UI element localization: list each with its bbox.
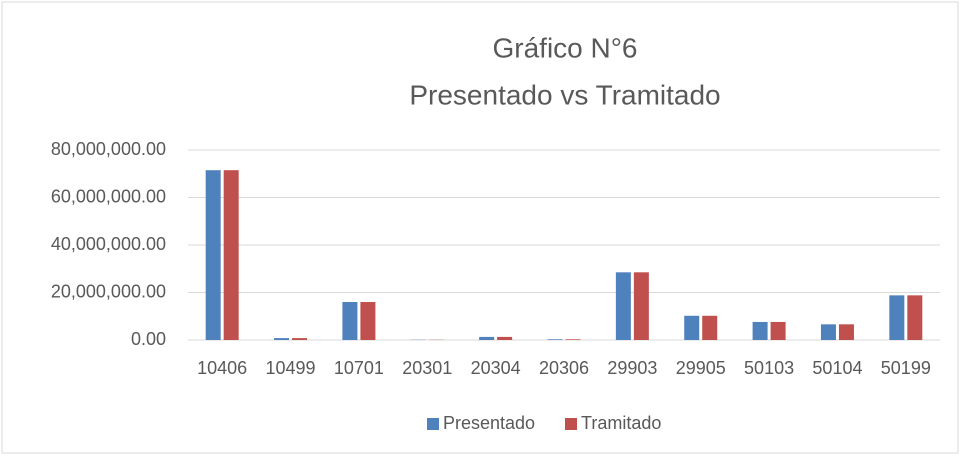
x-tick-label: 29905 [676,358,726,378]
bar [205,170,221,340]
bar [292,338,308,340]
x-tick-label: 50199 [881,358,931,378]
bar [565,339,581,340]
bar [615,272,631,340]
bar [633,272,649,340]
x-tick-label: 10406 [197,358,247,378]
y-tick-label: 40,000,000.00 [51,234,166,254]
y-tick-label: 60,000,000.00 [51,186,166,206]
bar [752,321,768,340]
bar [889,295,905,340]
bar [360,302,376,340]
x-tick-label: 20306 [539,358,589,378]
x-tick-label: 29903 [607,358,657,378]
bar [342,302,358,340]
bar [479,336,495,340]
legend-label: Presentado [443,413,535,433]
x-tick-label: 20301 [402,358,452,378]
x-tick-label: 10499 [266,358,316,378]
legend-label: Tramitado [581,413,661,433]
bar [907,295,923,340]
bar [274,338,290,340]
chart-title: Gráfico N°6 [492,32,637,63]
legend-swatch [565,418,577,430]
x-tick-label: 20304 [471,358,521,378]
bar [702,315,718,340]
legend-swatch [427,418,439,430]
x-tick-label: 50103 [744,358,794,378]
y-tick-label: 20,000,000.00 [51,281,166,301]
y-tick-label: 0.00 [131,329,166,349]
bar [838,324,854,340]
x-tick-label: 10701 [334,358,384,378]
bar [820,324,836,340]
chart-subtitle: Presentado vs Tramitado [409,79,720,110]
bar [770,321,786,340]
bar [684,315,700,340]
x-tick-label: 50104 [812,358,862,378]
bar [497,336,513,340]
bar [223,170,239,340]
bar [547,339,563,340]
y-tick-label: 80,000,000.00 [51,139,166,159]
